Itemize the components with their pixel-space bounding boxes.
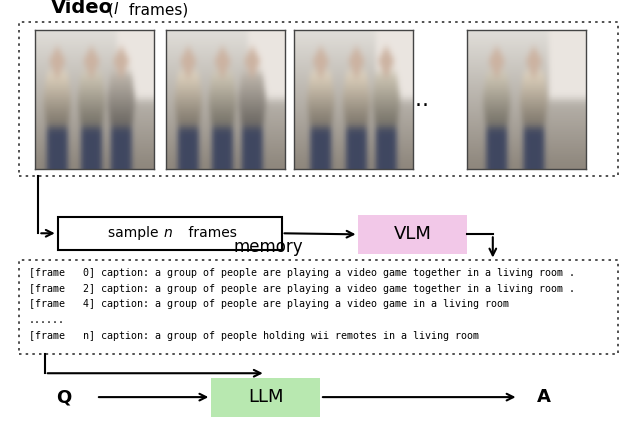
Text: VLM: VLM (394, 225, 432, 243)
Text: [frame   0] caption: a group of people are playing a video game together in a li: [frame 0] caption: a group of people are… (29, 268, 575, 278)
Text: ......: ...... (29, 315, 65, 325)
Text: [frame   n] caption: a group of people holding wii remotes in a living room: [frame n] caption: a group of people hol… (29, 331, 479, 341)
Text: Q: Q (56, 388, 72, 406)
Text: n: n (163, 226, 172, 240)
Text: [frame   4] caption: a group of people are playing a video game in a living room: [frame 4] caption: a group of people are… (29, 299, 509, 309)
Text: frames): frames) (124, 2, 188, 17)
Text: A: A (537, 388, 551, 406)
Text: frames: frames (184, 226, 237, 240)
FancyBboxPatch shape (58, 217, 282, 250)
Text: (: ( (108, 2, 113, 17)
FancyBboxPatch shape (19, 260, 618, 354)
Text: memory: memory (234, 238, 303, 256)
FancyBboxPatch shape (19, 22, 618, 176)
Text: [frame   2] caption: a group of people are playing a video game together in a li: [frame 2] caption: a group of people are… (29, 284, 575, 294)
Text: LLM: LLM (248, 388, 284, 406)
Text: ...: ... (409, 90, 429, 110)
Text: l: l (114, 2, 118, 17)
FancyBboxPatch shape (358, 215, 467, 254)
Text: sample: sample (108, 226, 163, 240)
FancyBboxPatch shape (211, 378, 320, 417)
Text: Video: Video (51, 0, 113, 17)
